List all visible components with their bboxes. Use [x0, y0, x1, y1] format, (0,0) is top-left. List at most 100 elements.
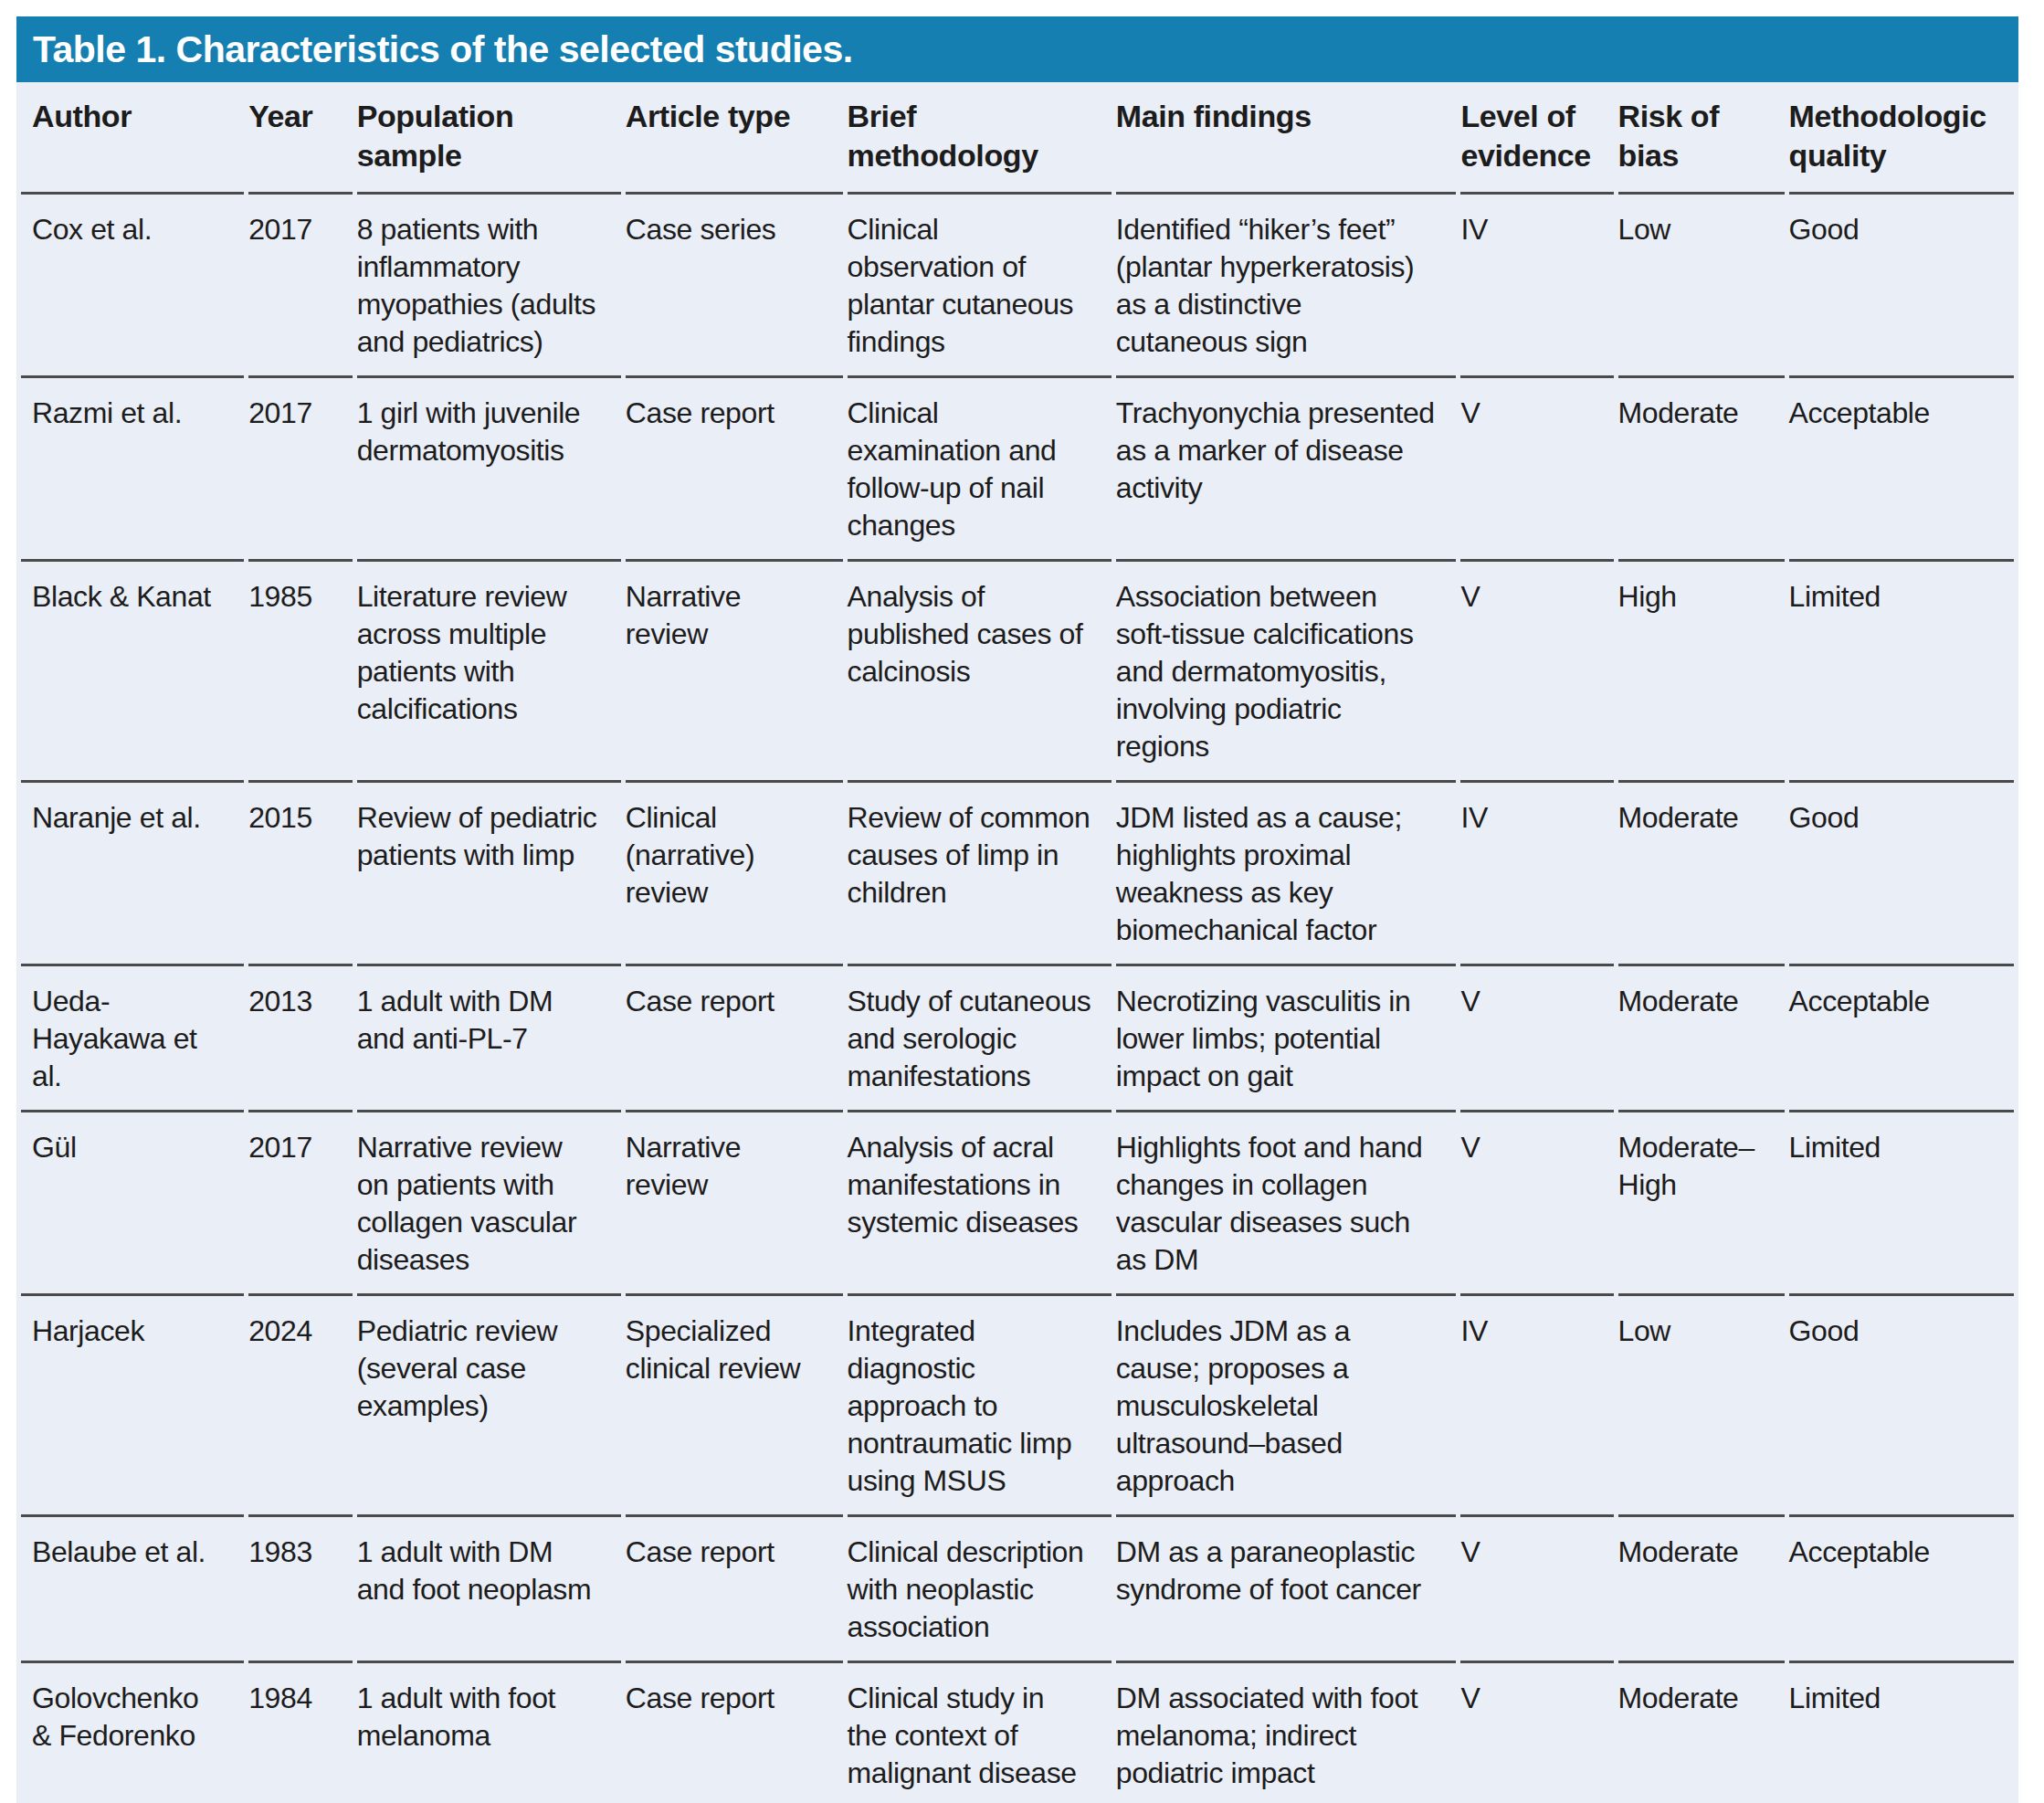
- column-header-risk-of-bias: Risk of bias: [1618, 82, 1785, 195]
- cell-brief-methodology: Analysis of published cases of calcinosi…: [848, 559, 1112, 780]
- cell-main-findings: Association between soft-tissue calcific…: [1116, 559, 1457, 780]
- cell-author: Harjacek: [21, 1293, 244, 1514]
- header-row: Author Year Population sample Article ty…: [21, 82, 2014, 195]
- cell-risk-of-bias: High: [1618, 559, 1785, 780]
- cell-brief-methodology: Study of cutaneous and serologic manifes…: [848, 964, 1112, 1110]
- cell-article-type: Case report: [626, 964, 843, 1110]
- cell-year: 1984: [248, 1661, 353, 1803]
- cell-main-findings: DM associated with foot melanoma; indire…: [1116, 1661, 1457, 1803]
- cell-risk-of-bias: Moderate: [1618, 375, 1785, 559]
- cell-risk-of-bias: Moderate–High: [1618, 1110, 1785, 1293]
- cell-population-sample: 1 adult with DM and anti-PL-7: [357, 964, 621, 1110]
- cell-author: Golovchenko & Fedorenko: [21, 1661, 244, 1803]
- cell-article-type: Case report: [626, 375, 843, 559]
- cell-author: Ueda-Hayakawa et al.: [21, 964, 244, 1110]
- studies-table: Author Year Population sample Article ty…: [16, 82, 2018, 1803]
- cell-year: 1983: [248, 1514, 353, 1661]
- cell-level-of-evidence: V: [1460, 964, 1613, 1110]
- cell-population-sample: 8 patients with inflammatory myopathies …: [357, 195, 621, 375]
- column-header-methodologic-quality: Methodologic quality: [1789, 82, 2014, 195]
- cell-main-findings: Trachyonychia presented as a marker of d…: [1116, 375, 1457, 559]
- cell-population-sample: 1 girl with juvenile dermatomyositis: [357, 375, 621, 559]
- cell-main-findings: Identified “hiker’s feet” (plantar hyper…: [1116, 195, 1457, 375]
- column-header-population-sample: Population sample: [357, 82, 621, 195]
- table-title-bar: Table 1. Characteristics of the selected…: [16, 16, 2018, 82]
- table-row: Gül 2017 Narrative review on patients wi…: [21, 1110, 2014, 1293]
- cell-main-findings: JDM listed as a cause; highlights proxim…: [1116, 780, 1457, 964]
- cell-methodologic-quality: Good: [1789, 1293, 2014, 1514]
- cell-risk-of-bias: Moderate: [1618, 964, 1785, 1110]
- table-row: Black & Kanat 1985 Literature review acr…: [21, 559, 2014, 780]
- cell-brief-methodology: Review of common causes of limp in child…: [848, 780, 1112, 964]
- cell-methodologic-quality: Acceptable: [1789, 964, 2014, 1110]
- cell-main-findings: DM as a paraneoplastic syndrome of foot …: [1116, 1514, 1457, 1661]
- column-header-brief-methodology: Brief methodology: [848, 82, 1112, 195]
- cell-level-of-evidence: IV: [1460, 1293, 1613, 1514]
- cell-author: Razmi et al.: [21, 375, 244, 559]
- cell-year: 2013: [248, 964, 353, 1110]
- cell-brief-methodology: Clinical examination and follow-up of na…: [848, 375, 1112, 559]
- cell-population-sample: Literature review across multiple patien…: [357, 559, 621, 780]
- cell-methodologic-quality: Limited: [1789, 559, 2014, 780]
- table-header: Author Year Population sample Article ty…: [21, 82, 2014, 195]
- cell-level-of-evidence: IV: [1460, 780, 1613, 964]
- cell-risk-of-bias: Moderate: [1618, 780, 1785, 964]
- table-row: Golovchenko & Fedorenko 1984 1 adult wit…: [21, 1661, 2014, 1803]
- cell-article-type: Case report: [626, 1514, 843, 1661]
- column-header-level-of-evidence: Level of evidence: [1460, 82, 1613, 195]
- cell-population-sample: Narrative review on patients with collag…: [357, 1110, 621, 1293]
- cell-main-findings: Highlights foot and hand changes in coll…: [1116, 1110, 1457, 1293]
- cell-methodologic-quality: Acceptable: [1789, 375, 2014, 559]
- cell-population-sample: 1 adult with DM and foot neoplasm: [357, 1514, 621, 1661]
- cell-risk-of-bias: Low: [1618, 195, 1785, 375]
- column-header-year: Year: [248, 82, 353, 195]
- table-row: Razmi et al. 2017 1 girl with juvenile d…: [21, 375, 2014, 559]
- cell-author: Cox et al.: [21, 195, 244, 375]
- cell-author: Gül: [21, 1110, 244, 1293]
- cell-year: 2024: [248, 1293, 353, 1514]
- cell-methodologic-quality: Good: [1789, 195, 2014, 375]
- column-header-main-findings: Main findings: [1116, 82, 1457, 195]
- cell-methodologic-quality: Limited: [1789, 1661, 2014, 1803]
- cell-population-sample: 1 adult with foot melanoma: [357, 1661, 621, 1803]
- cell-article-type: Case series: [626, 195, 843, 375]
- table-body: Cox et al. 2017 8 patients with inflamma…: [21, 195, 2014, 1803]
- cell-article-type: Clinical (narrative) review: [626, 780, 843, 964]
- cell-article-type: Case report: [626, 1661, 843, 1803]
- cell-level-of-evidence: V: [1460, 1110, 1613, 1293]
- cell-risk-of-bias: Moderate: [1618, 1514, 1785, 1661]
- cell-year: 2017: [248, 375, 353, 559]
- cell-article-type: Specialized clinical review: [626, 1293, 843, 1514]
- cell-level-of-evidence: V: [1460, 1514, 1613, 1661]
- cell-article-type: Narrative review: [626, 1110, 843, 1293]
- column-header-article-type: Article type: [626, 82, 843, 195]
- cell-brief-methodology: Clinical observation of plantar cutaneou…: [848, 195, 1112, 375]
- cell-author: Black & Kanat: [21, 559, 244, 780]
- cell-risk-of-bias: Low: [1618, 1293, 1785, 1514]
- cell-year: 2017: [248, 195, 353, 375]
- cell-population-sample: Review of pediatric patients with limp: [357, 780, 621, 964]
- cell-main-findings: Necrotizing vasculitis in lower limbs; p…: [1116, 964, 1457, 1110]
- cell-main-findings: Includes JDM as a cause; proposes a musc…: [1116, 1293, 1457, 1514]
- cell-article-type: Narrative review: [626, 559, 843, 780]
- column-header-author: Author: [21, 82, 244, 195]
- table-row: Cox et al. 2017 8 patients with inflamma…: [21, 195, 2014, 375]
- cell-year: 2017: [248, 1110, 353, 1293]
- cell-author: Belaube et al.: [21, 1514, 244, 1661]
- cell-brief-methodology: Analysis of acral manifestations in syst…: [848, 1110, 1112, 1293]
- cell-risk-of-bias: Moderate: [1618, 1661, 1785, 1803]
- cell-brief-methodology: Clinical study in the context of maligna…: [848, 1661, 1112, 1803]
- cell-methodologic-quality: Acceptable: [1789, 1514, 2014, 1661]
- cell-year: 1985: [248, 559, 353, 780]
- cell-level-of-evidence: V: [1460, 375, 1613, 559]
- table-row: Harjacek 2024 Pediatric review (several …: [21, 1293, 2014, 1514]
- table-row: Belaube et al. 1983 1 adult with DM and …: [21, 1514, 2014, 1661]
- cell-year: 2015: [248, 780, 353, 964]
- cell-brief-methodology: Clinical description with neoplastic ass…: [848, 1514, 1112, 1661]
- table-row: Ueda-Hayakawa et al. 2013 1 adult with D…: [21, 964, 2014, 1110]
- cell-level-of-evidence: IV: [1460, 195, 1613, 375]
- page: Table 1. Characteristics of the selected…: [0, 0, 2044, 1803]
- table-row: Naranje et al. 2015 Review of pediatric …: [21, 780, 2014, 964]
- cell-author: Naranje et al.: [21, 780, 244, 964]
- cell-brief-methodology: Integrated diagnostic approach to nontra…: [848, 1293, 1112, 1514]
